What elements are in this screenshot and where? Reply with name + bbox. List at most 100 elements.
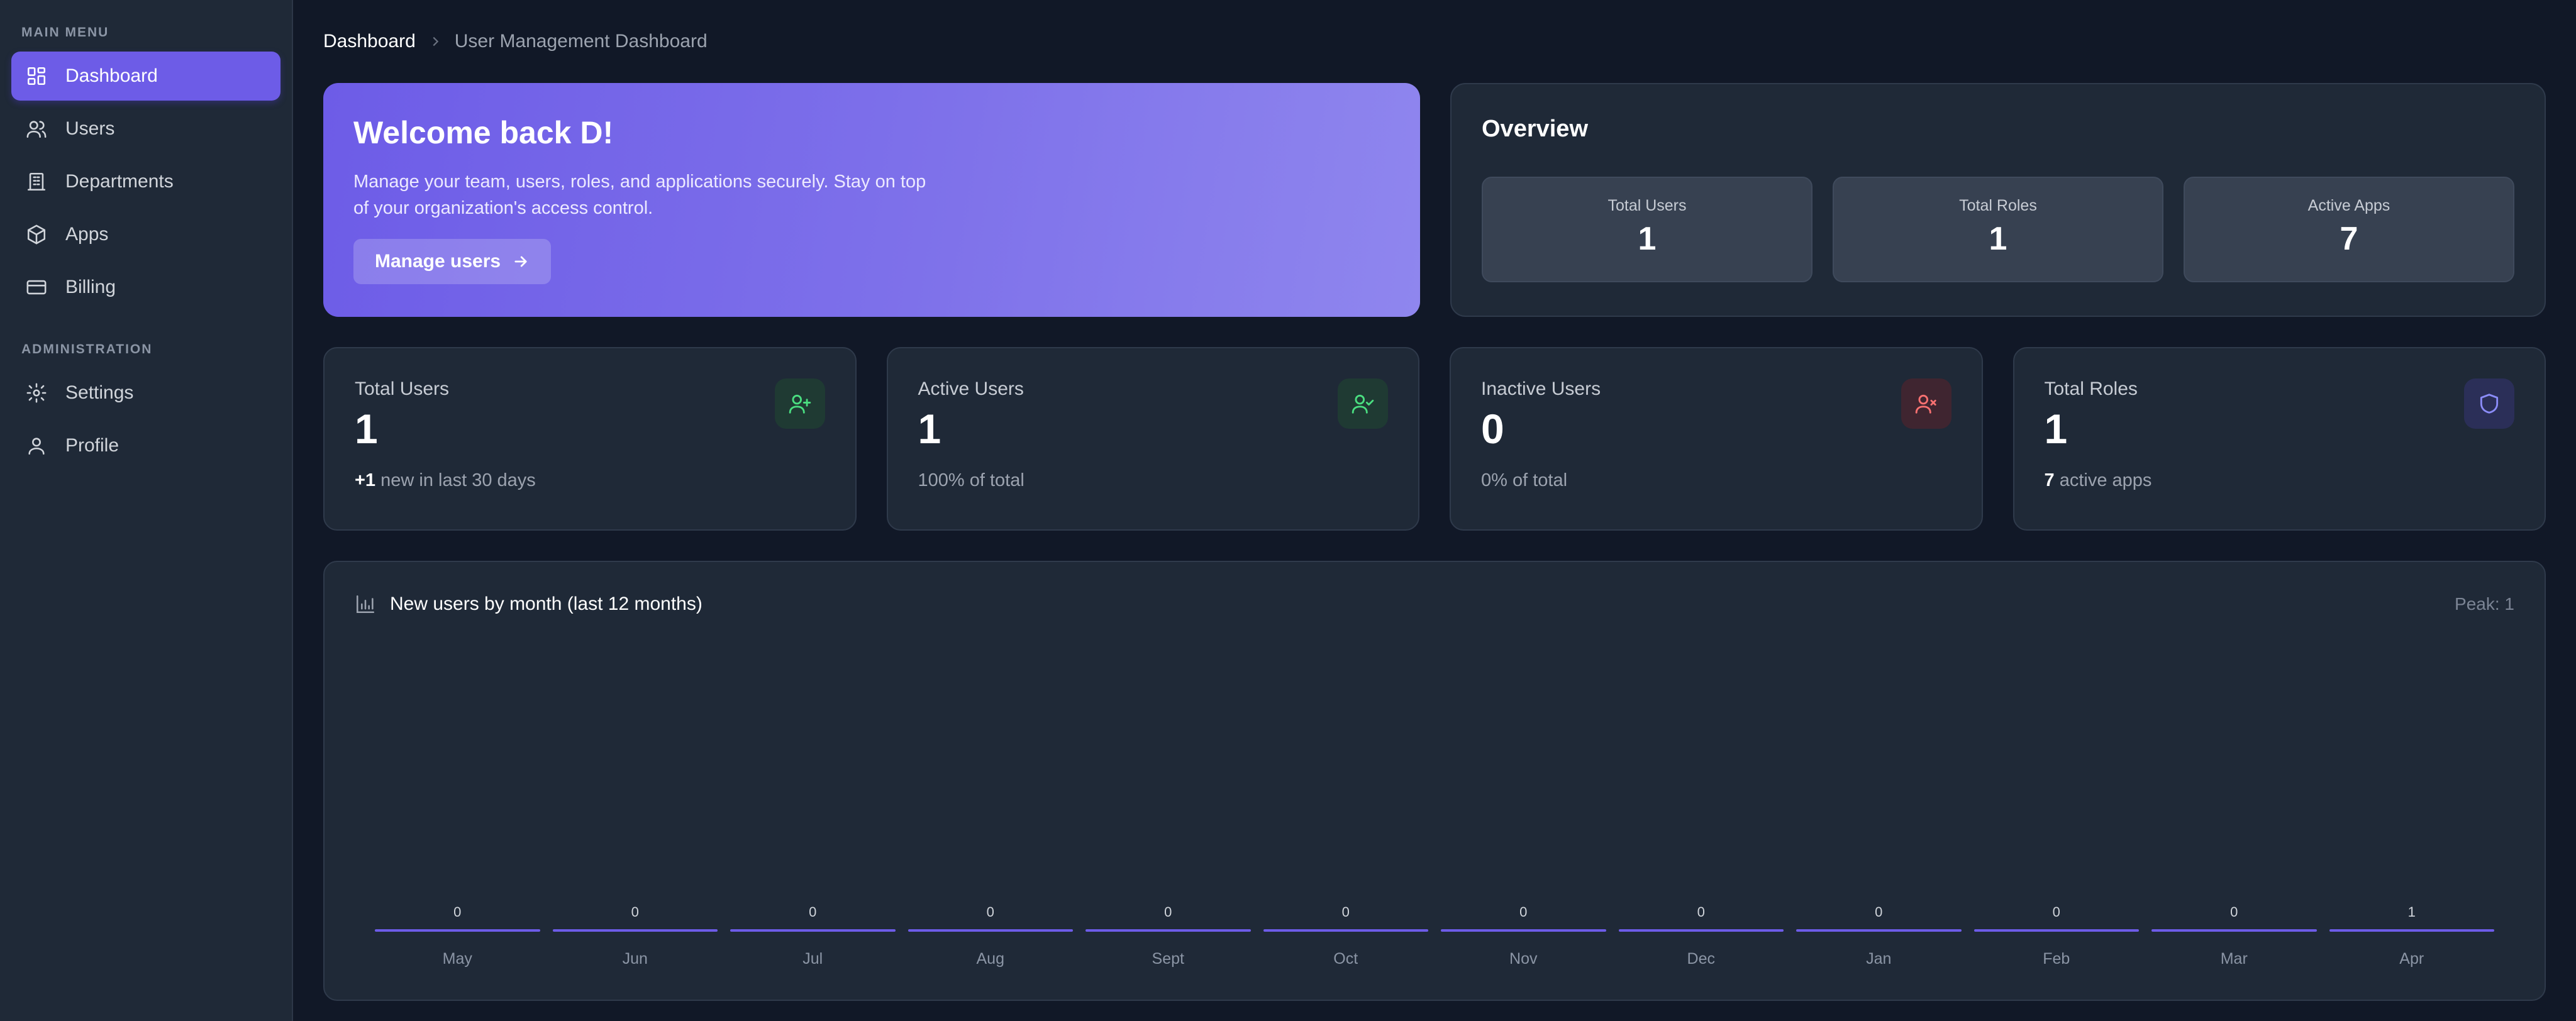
stat-subtext: 0% of total <box>1481 470 1951 491</box>
chart-bar <box>552 929 718 932</box>
sidebar-item-departments[interactable]: Departments <box>11 157 280 206</box>
chart-bar-column: 0 Feb <box>1974 675 2139 968</box>
user-x-icon <box>1901 378 1951 429</box>
chart-tick-label: May <box>442 950 472 968</box>
sidebar-item-users[interactable]: Users <box>11 104 280 153</box>
user-plus-icon <box>774 378 825 429</box>
overview-panel: Overview Total Users 1 Total Roles 1 Act… <box>1450 83 2546 317</box>
chart-tick-label: Oct <box>1333 950 1358 968</box>
stat-label: Total Users <box>355 378 450 399</box>
chart-header: New users by month (last 12 months) Peak… <box>355 593 2514 615</box>
stat-value: 1 <box>918 406 941 452</box>
sidebar: MAIN MENU Dashboard Users Departments Ap… <box>0 0 293 1021</box>
chart-tick-label: Jan <box>1866 950 1892 968</box>
stat-value: 1 <box>2044 406 2068 452</box>
chart-bar <box>1618 929 1784 932</box>
stats-row: Total Users 1 +1 new in last 30 days Act… <box>323 347 2546 531</box>
bar-chart-icon <box>356 595 375 614</box>
stat-subtext-rest: active apps <box>2054 470 2152 490</box>
sidebar-item-label: Users <box>65 118 115 139</box>
manage-users-button[interactable]: Manage users <box>353 239 552 284</box>
overview-card-total-roles: Total Roles 1 <box>1833 177 2163 282</box>
chevron-right-icon <box>428 35 442 48</box>
overview-title: Overview <box>1482 116 1588 142</box>
stat-subtext: +1 new in last 30 days <box>355 470 825 491</box>
welcome-banner: Welcome back D! Manage your team, users,… <box>323 83 1420 317</box>
stat-subtext-rest: 100% of total <box>918 470 1024 490</box>
card-icon <box>25 276 48 299</box>
chart-plot-area: 0 May 0 Jun 0 Jul 0 Aug 0 Sept 0 Oct 0 Nov 0 Dec 0 Jan 0 Fe… <box>375 675 2494 968</box>
main-menu-title: MAIN MENU <box>21 25 109 40</box>
sidebar-item-profile[interactable]: Profile <box>11 421 280 470</box>
chart-data-label: 0 <box>1341 904 1350 920</box>
chart-bar <box>1085 929 1251 932</box>
breadcrumb-dashboard-link[interactable]: Dashboard <box>323 31 416 52</box>
chart-tick-label: Jun <box>622 950 648 968</box>
breadcrumb-current: User Management Dashboard <box>454 31 708 52</box>
chart-data-label: 0 <box>1164 904 1172 920</box>
chart-bar-column: 0 Aug <box>908 675 1073 968</box>
sidebar-item-dashboard[interactable]: Dashboard <box>11 52 280 101</box>
stat-subtext-strong: 7 <box>2044 470 2055 490</box>
sidebar-item-label: Dashboard <box>65 65 158 86</box>
chart-data-label: 1 <box>2407 904 2416 920</box>
shield-icon <box>2464 378 2514 429</box>
chart-bar-column: 0 Oct <box>1263 675 1428 968</box>
chart-data-label: 0 <box>1697 904 1705 920</box>
chart-data-label: 0 <box>1875 904 1883 920</box>
stat-subtext-rest: new in last 30 days <box>375 470 536 490</box>
user-icon <box>25 434 48 457</box>
chart-bar <box>375 929 540 932</box>
chart-bar-column: 0 Jan <box>1796 675 1962 968</box>
sidebar-item-label: Apps <box>65 224 109 245</box>
chart-bar-column: 0 Sept <box>1085 675 1251 968</box>
chart-data-label: 0 <box>2052 904 2060 920</box>
chart-bar-column: 0 Dec <box>1618 675 1784 968</box>
chart-data-label: 0 <box>631 904 639 920</box>
sidebar-item-label: Profile <box>65 435 119 456</box>
welcome-title: Welcome back D! <box>353 115 614 150</box>
chart-tick-label: Aug <box>976 950 1004 968</box>
chart-tick-label: Mar <box>2220 950 2248 968</box>
chart-bar <box>1441 929 1606 932</box>
breadcrumb: Dashboard User Management Dashboard <box>323 28 2546 55</box>
sidebar-item-settings[interactable]: Settings <box>11 368 280 417</box>
stat-subtext: 7 active apps <box>2045 470 2515 491</box>
sidebar-item-billing[interactable]: Billing <box>11 263 280 312</box>
main-content: Dashboard User Management Dashboard Welc… <box>293 0 2576 1021</box>
sidebar-item-label: Departments <box>65 171 174 192</box>
stat-label: Active Users <box>918 378 1024 399</box>
new-users-chart: New users by month (last 12 months) Peak… <box>323 561 2546 1001</box>
chart-bar <box>730 929 896 932</box>
overview-card-label: Active Apps <box>2307 197 2390 214</box>
sidebar-item-label: Settings <box>65 382 134 403</box>
chart-bar-column: 0 May <box>375 675 540 968</box>
overview-card-active-apps: Active Apps 7 <box>2184 177 2514 282</box>
stat-subtext-strong: +1 <box>355 470 376 490</box>
overview-card-value: 1 <box>1989 221 2007 257</box>
stat-card-total-users: Total Users 1 +1 new in last 30 days <box>323 347 857 531</box>
stat-card-active-users: Active Users 1 100% of total <box>886 347 1419 531</box>
chart-tick-label: Jul <box>802 950 823 968</box>
overview-card-label: Total Roles <box>1959 197 2037 214</box>
chart-bar-column: 0 Nov <box>1441 675 1606 968</box>
overview-card-value: 7 <box>2340 221 2358 257</box>
sidebar-item-label: Billing <box>65 277 116 297</box>
overview-card-label: Total Users <box>1607 197 1687 214</box>
overview-card-total-users: Total Users 1 <box>1482 177 1813 282</box>
chart-tick-label: Apr <box>2399 950 2424 968</box>
user-check-icon <box>1338 378 1388 429</box>
manage-users-label: Manage users <box>375 251 501 272</box>
chart-bar <box>2329 929 2494 932</box>
stat-subtext: 100% of total <box>918 470 1389 491</box>
sidebar-item-apps[interactable]: Apps <box>11 210 280 259</box>
stat-card-inactive-users: Inactive Users 0 0% of total <box>1450 347 1983 531</box>
chart-data-label: 0 <box>809 904 817 920</box>
chart-data-label: 0 <box>1519 904 1528 920</box>
chart-title: New users by month (last 12 months) <box>355 593 702 615</box>
overview-cards: Total Users 1 Total Roles 1 Active Apps … <box>1482 177 2514 282</box>
chart-data-label: 0 <box>986 904 994 920</box>
overview-card-value: 1 <box>1638 221 1657 257</box>
building-icon <box>25 170 48 193</box>
